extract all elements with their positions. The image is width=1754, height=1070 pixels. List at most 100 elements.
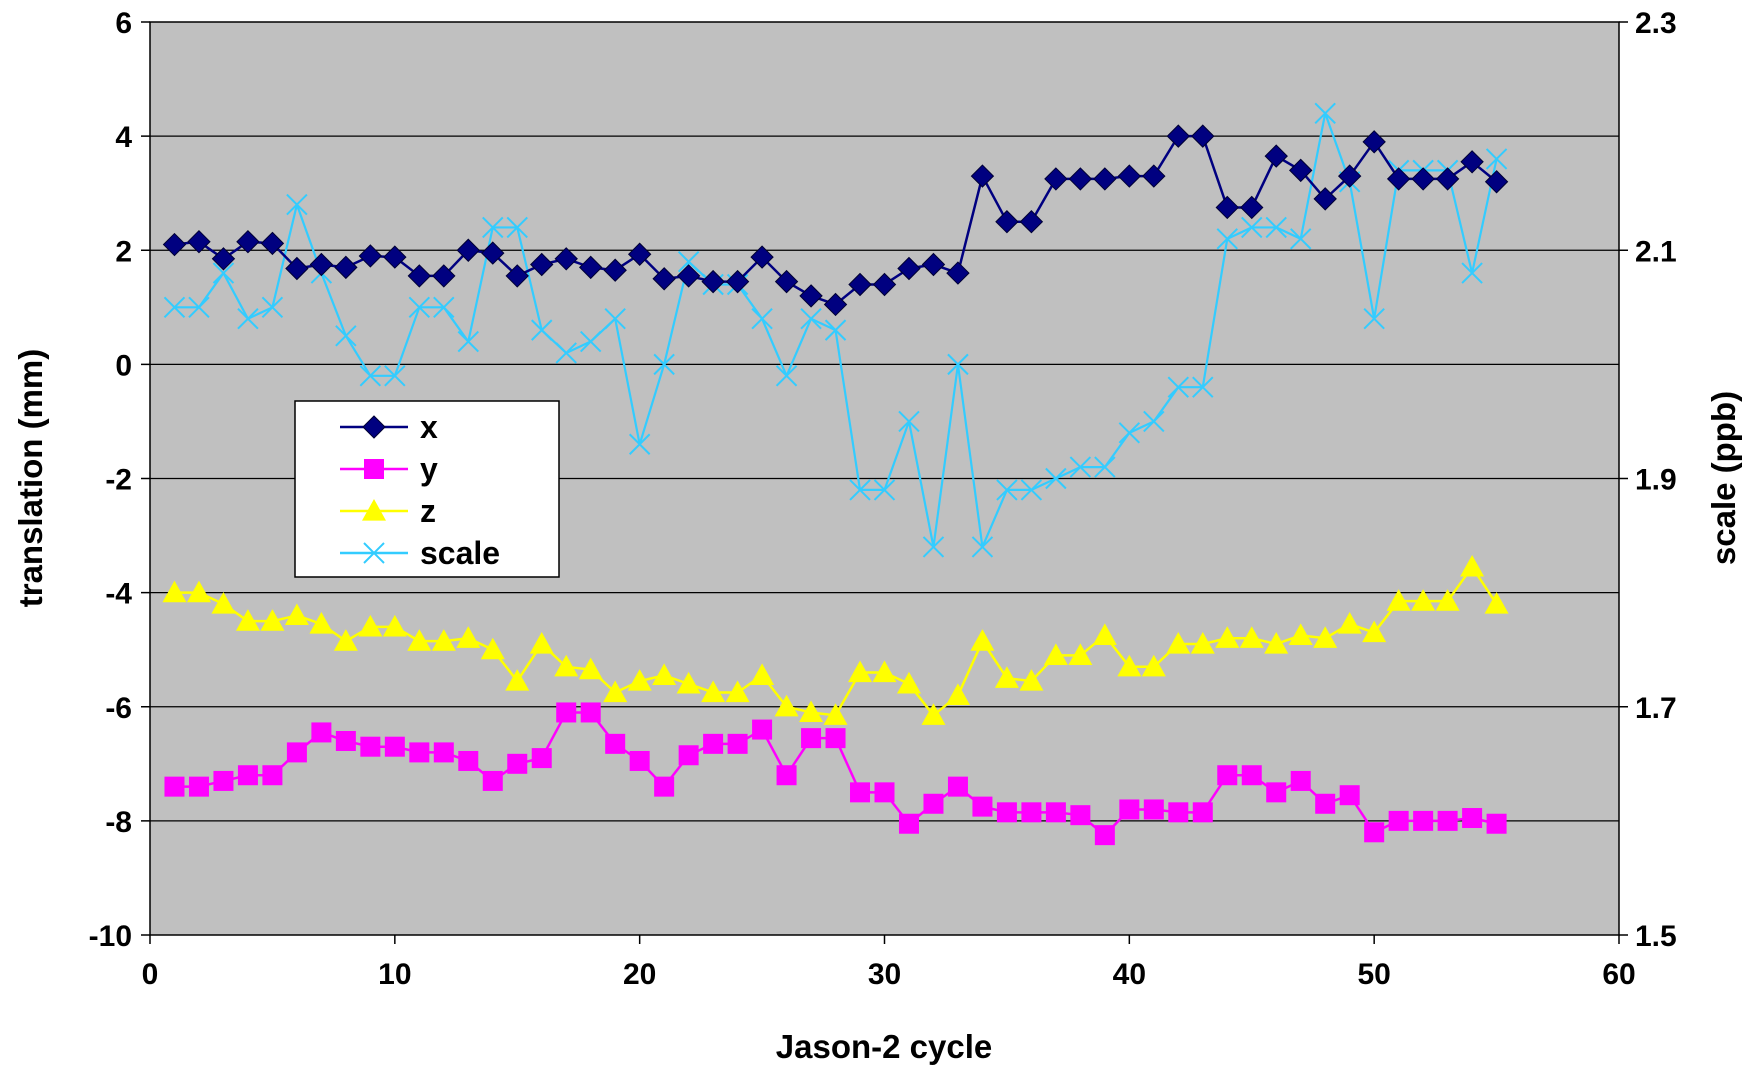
data-point-scale [457,330,479,353]
data-point-scale [1094,456,1116,478]
y-tick-label: 0 [115,349,132,382]
data-point-y [1021,802,1042,823]
data-point-x [554,247,578,271]
data-point-x [946,261,970,285]
x-tick-label: 40 [1113,958,1146,991]
data-point-x [1068,167,1093,191]
legend-item-scale: scale [340,535,500,571]
data-point-x [530,252,554,277]
data-point-y [237,765,258,786]
data-point-scale [506,216,528,239]
data-point-z [970,629,995,651]
data-point-y [286,742,307,763]
data-point-scale [1363,308,1385,330]
data-point-scale [433,296,455,319]
data-point-x [187,229,211,254]
data-point-z [1460,554,1485,577]
data-point-x [1019,210,1044,234]
data-point-scale [335,325,357,347]
data-point-y [262,765,283,786]
data-point-y [1168,802,1189,823]
data-point-x [921,252,946,277]
x-tick-label: 50 [1357,958,1390,991]
data-point-y [213,770,234,791]
y-tick-label: -10 [89,920,132,953]
data-point-z [358,614,383,637]
y2-tick-label: 2.1 [1635,235,1677,268]
data-point-x [1386,167,1411,191]
data-point-x [162,232,187,257]
data-point-z [407,629,432,651]
y-tick-label: -2 [105,464,132,497]
data-point-x [1191,124,1215,148]
data-point-z [1386,589,1411,611]
legend-item-y: y [340,451,438,487]
data-point-z [456,626,481,648]
data-point-x [1289,158,1313,183]
y2-tick-label: 1.9 [1635,464,1677,497]
data-point-z [431,629,456,651]
data-point-y [458,750,479,771]
data-point-x [505,264,529,288]
data-point-scale [898,410,920,433]
data-point-z [578,657,603,680]
data-point-scale [922,536,945,558]
data-point-scale [163,296,186,319]
data-point-y [1070,805,1091,826]
y-axis-title: translation (mm) [12,349,49,608]
data-point-scale [1290,228,1312,250]
data-point-y [1119,799,1140,820]
x-tick-label: 60 [1602,958,1635,991]
data-point-scale [1192,376,1214,398]
data-point-z [1411,589,1436,611]
data-point-y [1045,802,1066,823]
data-point-x [407,264,432,288]
data-point-y [360,736,381,757]
x-tick-label: 30 [868,958,901,991]
data-point-z [1092,623,1117,646]
data-point-scale [604,308,626,330]
legend-marker [362,499,386,521]
data-point-x [848,272,872,297]
series-scale [163,102,1508,558]
data-point-z [1019,669,1044,691]
data-point-z [1362,620,1387,643]
data-point-y [898,813,919,834]
data-point-z [603,680,628,703]
data-point-x [750,245,774,269]
data-point-y [801,728,822,749]
legend-label: z [420,493,436,529]
data-point-z [1288,623,1313,646]
data-point-x [456,238,480,262]
data-point-x [995,210,1019,234]
data-point-z [799,700,824,723]
data-point-scale [1485,148,1508,170]
data-point-x [260,231,285,256]
data-point-x [1166,124,1191,148]
data-point-scale [188,296,210,319]
y2-tick-label: 1.7 [1635,692,1677,725]
series-z [162,554,1509,725]
data-point-scale [775,365,798,387]
data-point-scale [1069,456,1092,478]
y-tick-label: -6 [105,692,132,725]
data-point-scale [482,216,504,239]
data-point-x [1117,164,1142,188]
data-point-y [1437,810,1458,831]
data-point-x [1044,167,1068,191]
legend-label: scale [420,535,500,571]
data-point-z [823,703,848,725]
data-point-y [703,733,724,754]
data-point-z [750,663,775,685]
data-point-y [1388,810,1409,831]
data-point-scale [1241,216,1263,239]
y-tick-label: -4 [105,578,132,611]
legend-label: x [420,409,438,445]
data-point-x [1411,167,1435,191]
data-point-y [629,750,650,771]
data-point-z [1239,626,1264,648]
data-point-z [676,671,701,694]
data-point-x [970,164,995,188]
data-point-z [1215,626,1240,648]
